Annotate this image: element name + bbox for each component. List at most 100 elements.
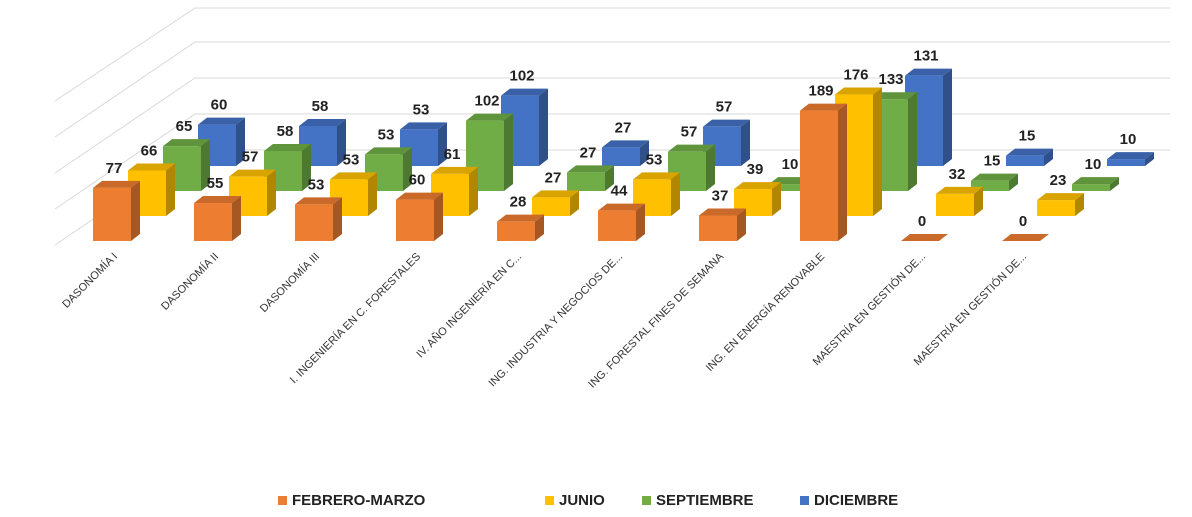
bar [602, 140, 649, 166]
bar-front [532, 197, 570, 216]
bar-side [469, 166, 478, 216]
bar-side [201, 139, 210, 191]
bar-side [403, 147, 412, 191]
bar-side [1044, 148, 1053, 166]
bar-top [1072, 177, 1119, 185]
data-label: 133 [878, 71, 903, 88]
bar-front [1072, 184, 1110, 191]
data-label: 131 [913, 48, 938, 65]
bar-side [131, 180, 140, 241]
data-label: 37 [712, 187, 729, 204]
bar-top [1002, 234, 1049, 241]
data-label: 53 [413, 101, 430, 118]
bar-top [365, 147, 412, 155]
bar-side [535, 214, 544, 241]
bar-front [194, 203, 232, 241]
bar-top [198, 117, 245, 125]
data-label: 57 [242, 149, 259, 166]
bar-top [703, 119, 750, 127]
bar [532, 190, 579, 216]
data-label: 27 [615, 119, 632, 136]
bar-side [1145, 152, 1154, 166]
wall-line [54, 7, 1170, 102]
legend-label: FEBRERO-MARZO [292, 492, 426, 509]
bar [567, 165, 614, 191]
bar-side [166, 163, 175, 216]
bar-top [936, 186, 983, 194]
legend-swatch [278, 496, 287, 505]
x-tick-label: MAESTRÍA EN GESTIÓN DE... [810, 250, 928, 368]
bar [1037, 193, 1084, 216]
bar [93, 180, 140, 241]
bar [901, 234, 948, 241]
bar-side [539, 88, 548, 166]
data-label: 58 [277, 123, 294, 140]
bar [497, 214, 544, 241]
data-label: 57 [681, 124, 698, 141]
bar-front [1037, 200, 1075, 216]
bar-top [835, 87, 882, 95]
bar [971, 173, 1018, 191]
bar [1002, 234, 1049, 241]
bar-top [93, 180, 140, 188]
bar-front [295, 204, 333, 241]
x-tick-label: MAESTRÍA EN GESTIÓN DE... [911, 250, 1029, 368]
bar [668, 144, 715, 191]
bar-front [800, 110, 838, 241]
bar-top [699, 208, 746, 216]
x-tick-label: DASONOMÍA I [60, 250, 121, 311]
data-label: 55 [207, 175, 224, 192]
bar-front [93, 187, 131, 241]
bar-front [769, 184, 807, 191]
bar-top [598, 203, 645, 211]
bar [1072, 177, 1119, 191]
bar [1006, 148, 1053, 166]
bar-top [532, 190, 579, 198]
bar [396, 192, 443, 241]
bar [598, 203, 645, 241]
data-label: 77 [106, 160, 123, 177]
bar-top [633, 172, 680, 180]
bar-top [295, 197, 342, 205]
bar-side [838, 103, 847, 241]
bar-front [971, 180, 1009, 191]
data-label: 189 [808, 83, 833, 100]
data-label: 0 [918, 213, 926, 230]
bar-top [734, 182, 781, 190]
data-label: 10 [1120, 131, 1137, 148]
bar-side [434, 192, 443, 241]
data-label: 15 [1019, 128, 1036, 145]
bar-top [330, 172, 377, 180]
bar-front [699, 215, 737, 241]
bar-top [396, 192, 443, 200]
x-tick-label: DASONOMÍA II [158, 250, 221, 313]
bar-top [163, 139, 210, 147]
data-label: 0 [1019, 213, 1027, 230]
bar-side [873, 87, 882, 216]
bar-side [974, 186, 983, 216]
bar [699, 208, 746, 241]
data-label: 102 [474, 93, 499, 110]
data-label: 53 [343, 151, 360, 168]
legend-swatch [800, 496, 809, 505]
x-tick-label: DASONOMÍA III [257, 250, 322, 315]
bar-top [501, 88, 548, 96]
data-label: 60 [211, 97, 228, 114]
x-tick-label: IV. AÑO INGENIERÍA EN C... [414, 250, 524, 360]
data-label: 44 [611, 183, 628, 200]
bar-side [636, 203, 645, 241]
bar-side [236, 117, 245, 166]
bar-side [337, 118, 346, 166]
bar [194, 196, 241, 241]
bar [936, 186, 983, 216]
bar [800, 103, 847, 241]
bar-front [1006, 155, 1044, 166]
data-label: 53 [378, 126, 395, 143]
bar-side [302, 143, 311, 191]
bar-top [971, 173, 1018, 181]
bar-front [1107, 159, 1145, 166]
bar-top [466, 113, 513, 121]
bar-side [943, 68, 952, 166]
bar-side [232, 196, 241, 241]
data-label: 102 [509, 68, 534, 85]
